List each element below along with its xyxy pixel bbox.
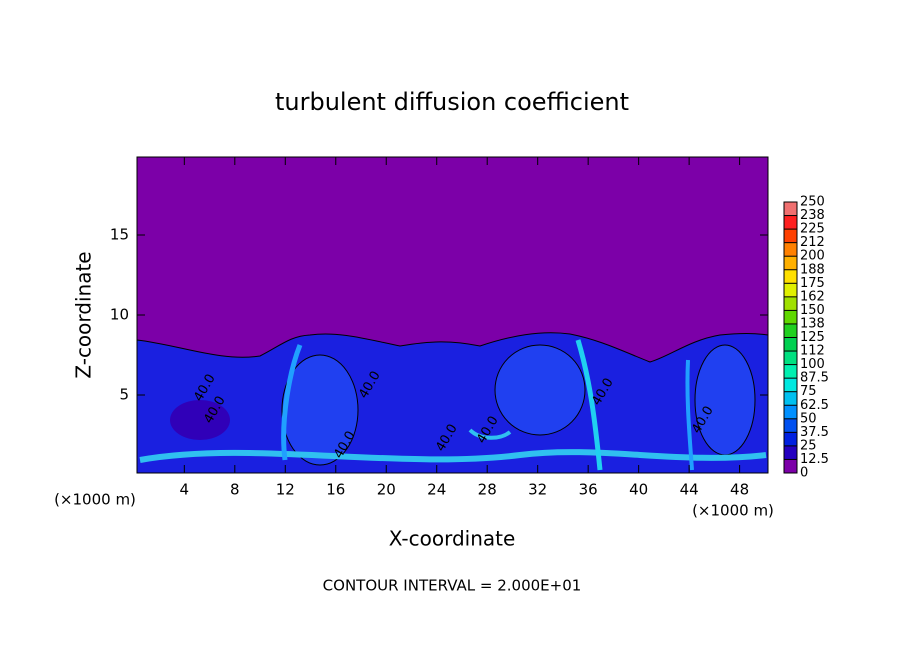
colorbar-label: 62.5 <box>800 398 829 413</box>
colorbar-band <box>784 242 797 257</box>
footnote: CONTOUR INTERVAL = 2.000E+01 <box>323 577 582 595</box>
colorbar-band <box>784 323 797 338</box>
colorbar-band <box>784 405 797 419</box>
colorbar-label: 12.5 <box>800 452 829 467</box>
y-axis-title: Z-coordinate <box>72 251 96 378</box>
x-tick-label: 4 <box>180 481 190 499</box>
colorbar-band <box>784 202 797 216</box>
unit-label: (×1000 m) <box>692 502 774 520</box>
x-tick-label: 24 <box>427 481 446 499</box>
colorbar-band <box>784 418 797 433</box>
field-eddy <box>281 354 359 466</box>
colorbar-band <box>784 296 797 311</box>
colorbar-band <box>784 337 797 352</box>
colorbar-label: 175 <box>800 276 825 291</box>
colorbar-label: 112 <box>800 344 825 359</box>
colorbar-label: 125 <box>800 330 825 345</box>
field-eddy <box>694 344 756 456</box>
colorbar-label: 238 <box>800 208 825 223</box>
colorbar-label: 87.5 <box>800 371 829 386</box>
colorbar-label: 212 <box>800 235 825 250</box>
colorbar-band <box>784 351 797 365</box>
field-eddy <box>170 400 230 440</box>
colorbar-band <box>784 215 797 230</box>
colorbar-band <box>784 391 797 406</box>
x-tick-label: 12 <box>276 481 295 499</box>
colorbar-label: 75 <box>800 384 817 399</box>
colorbar-label: 250 <box>800 195 825 210</box>
colorbar-label: 162 <box>800 289 825 304</box>
x-tick-label: 36 <box>579 481 598 499</box>
colorbar-label: 100 <box>800 357 825 372</box>
colorbar-label: 188 <box>800 262 825 277</box>
x-tick-label: 16 <box>326 481 345 499</box>
y-tick-label: 5 <box>119 386 129 404</box>
colorbar-band <box>784 229 797 243</box>
colorbar-band <box>784 269 797 284</box>
x-tick-label: 32 <box>528 481 547 499</box>
colorbar-band <box>784 445 797 460</box>
colorbar-band <box>784 310 797 324</box>
colorbar-label: 0 <box>800 466 808 481</box>
colorbar-band <box>784 378 797 392</box>
y-tick-label: 15 <box>110 226 129 244</box>
colorbar-label: 37.5 <box>800 425 829 440</box>
field-streak <box>575 339 603 471</box>
field-eddy <box>494 344 586 436</box>
colorbar-label: 150 <box>800 303 825 318</box>
x-tick-label: 28 <box>478 481 497 499</box>
field <box>136 157 769 474</box>
x-tick-label: 40 <box>629 481 648 499</box>
field-streak <box>139 449 767 463</box>
x-tick-label: 20 <box>377 481 396 499</box>
field-streak <box>281 344 303 461</box>
colorbar-band <box>784 432 797 446</box>
field-streak <box>468 428 512 440</box>
field-streak <box>685 359 694 471</box>
colorbar-band <box>784 283 797 297</box>
colorbar-band <box>784 459 797 473</box>
colorbar-label: 225 <box>800 222 825 237</box>
x-tick-label: 8 <box>230 481 240 499</box>
x-tick-label: 44 <box>680 481 699 499</box>
y-tick-label: 10 <box>110 306 129 324</box>
chart-title: turbulent diffusion coefficient <box>275 88 629 116</box>
x-tick-label: 48 <box>730 481 749 499</box>
colorbar-label: 50 <box>800 411 817 426</box>
colorbar-label: 138 <box>800 316 825 331</box>
colorbar-label: 200 <box>800 249 825 264</box>
x-axis-title: X-coordinate <box>389 527 516 551</box>
colorbar-label: 25 <box>800 438 817 453</box>
unit-label: (×1000 m) <box>54 491 136 509</box>
colorbar-band <box>784 364 797 379</box>
colorbar-band <box>784 256 797 270</box>
